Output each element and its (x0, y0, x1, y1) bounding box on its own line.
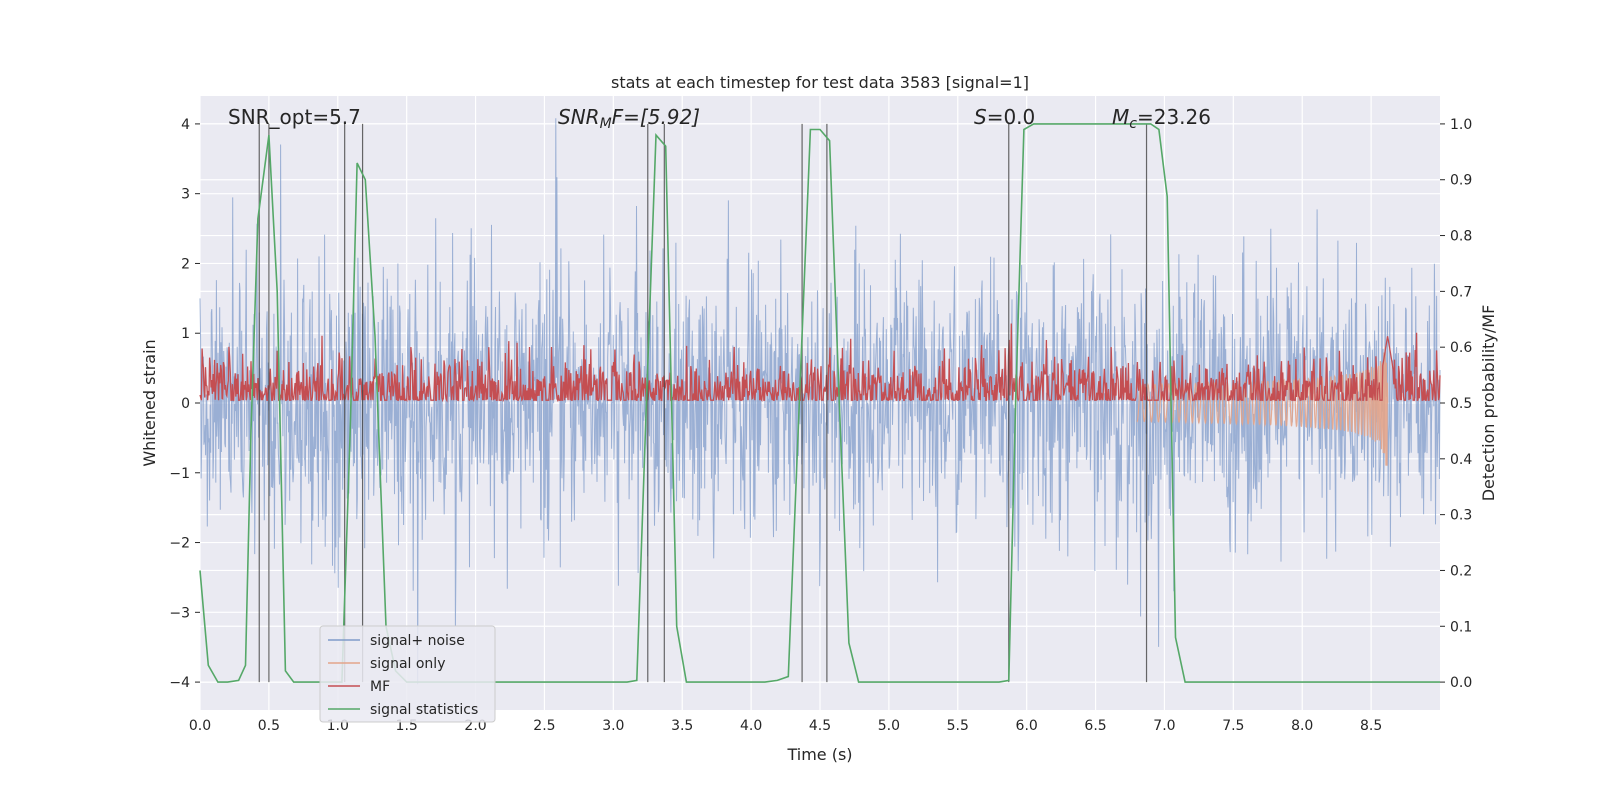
x-axis-label: Time (s) (786, 745, 852, 764)
y-tick-label: −3 (169, 605, 190, 621)
y-tick-label: 4 (181, 117, 190, 133)
signal-noise-line (199, 118, 1441, 685)
y-tick-label: 2 (181, 256, 190, 272)
y-right-tick-label: 1.0 (1450, 117, 1472, 133)
y-right-tick-label: 0.5 (1450, 396, 1472, 412)
y-right-tick-label: 0.3 (1450, 508, 1472, 524)
annotation-snr-mf: SNRMF=[5.92] (558, 105, 700, 132)
legend-label-signal-statistics: signal statistics (370, 702, 478, 718)
x-tick-label: 6.5 (1084, 718, 1106, 734)
x-tick-label: 2.5 (533, 718, 555, 734)
y-tick-label: 0 (181, 396, 190, 412)
x-tick-label: 6.0 (1016, 718, 1038, 734)
x-tick-label: 7.5 (1222, 718, 1244, 734)
x-tick-label: 8.0 (1291, 718, 1313, 734)
annotation-snr-opt: SNR_opt=5.7 (228, 105, 361, 129)
x-tick-label: 3.5 (671, 718, 693, 734)
y-right-tick-label: 0.7 (1450, 284, 1472, 300)
y-right-tick-label: 0.8 (1450, 229, 1472, 245)
y-tick-label: −1 (169, 466, 190, 482)
chart-title: stats at each timestep for test data 358… (611, 73, 1029, 92)
y-tick-label: 3 (181, 187, 190, 203)
x-tick-label: 8.5 (1360, 718, 1382, 734)
mf-series (199, 323, 1441, 403)
legend-box (319, 625, 496, 723)
signal-noise-series (199, 118, 1441, 685)
ticks: 0.0 0.5 1.0 1.5 2.0 2.5 3.0 3.5 4.0 4.5 5.0 5.5 6.0 6… (169, 117, 1472, 734)
y-tick-label: −4 (169, 675, 190, 691)
legend-label-signal-noise: signal+ noise (370, 633, 465, 649)
y-right-tick-label: 0.6 (1450, 340, 1472, 356)
y-axis-label: Whitened strain (140, 339, 159, 466)
y-right-tick-label: 0.1 (1450, 619, 1472, 635)
x-tick-label: 0.0 (189, 718, 211, 734)
x-tick-label: 5.0 (878, 718, 900, 734)
y-right-tick-label: 0.4 (1450, 452, 1472, 468)
x-tick-label: 5.5 (947, 718, 969, 734)
x-tick-label: 3.0 (602, 718, 624, 734)
annotation-s: S=0.0 (974, 105, 1035, 129)
x-tick-label: 0.5 (258, 718, 280, 734)
y-right-tick-label: 0.9 (1450, 173, 1472, 189)
annotation-mc: Mc=23.26 (1112, 105, 1211, 132)
grid (199, 96, 1440, 710)
y-tick-label: 1 (181, 326, 190, 342)
x-tick-label: 7.0 (1153, 718, 1175, 734)
legend-label-mf: MF (370, 679, 390, 695)
legend-label-signal-only: signal only (370, 656, 445, 672)
y-axis-right-label: Detection probability/MF (1479, 305, 1498, 502)
x-tick-label: 4.0 (740, 718, 762, 734)
x-tick-label: 4.5 (809, 718, 831, 734)
legend: signal+ noise signal only MF signal stat… (319, 625, 496, 723)
mf-line (199, 323, 1441, 403)
y-right-tick-label: 0.0 (1450, 675, 1472, 691)
y-right-tick-label: 0.2 (1450, 563, 1472, 579)
y-tick-label: −2 (169, 536, 190, 552)
